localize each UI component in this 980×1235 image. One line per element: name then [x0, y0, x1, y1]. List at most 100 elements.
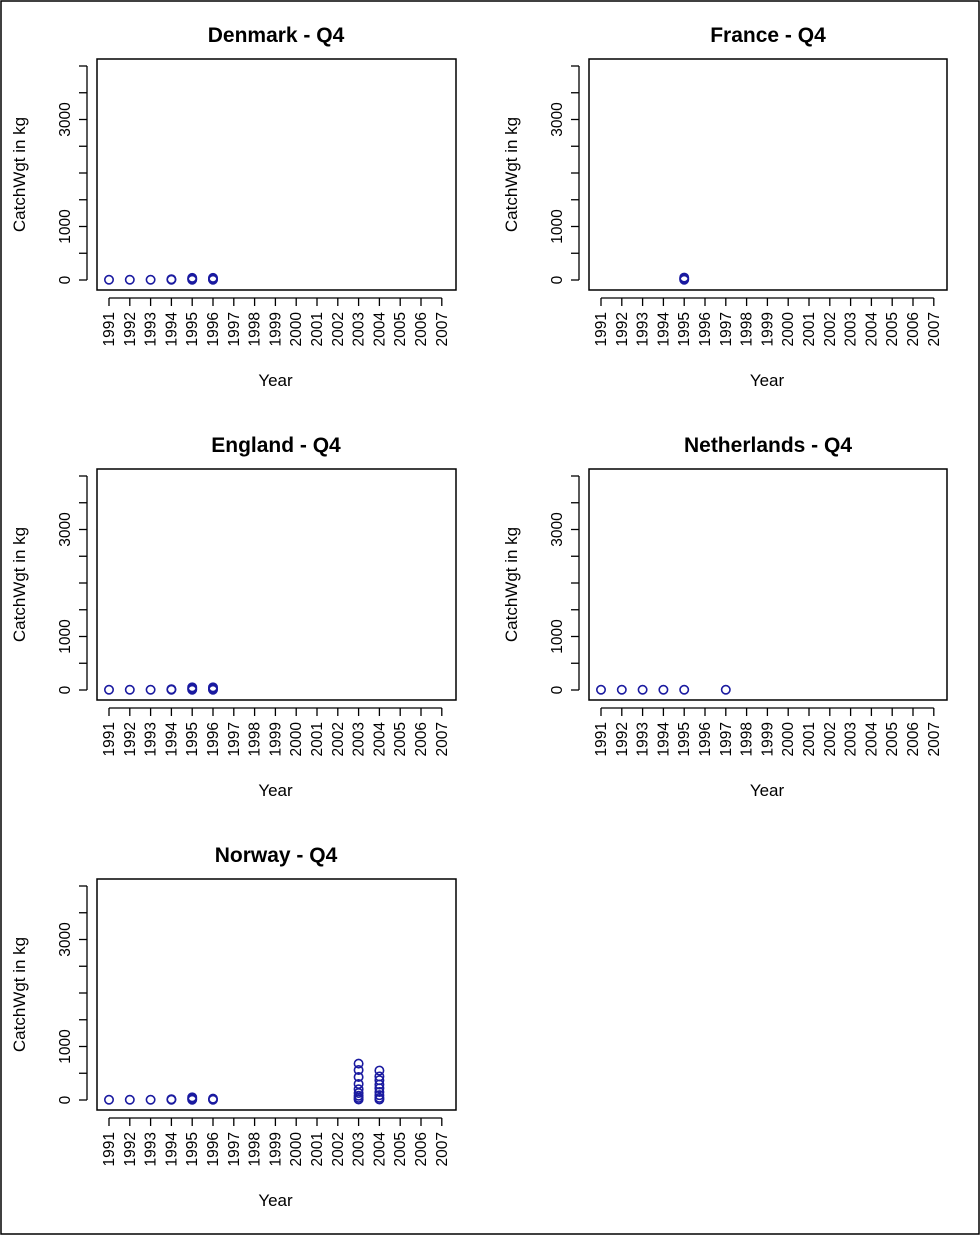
- x-tick-label: 1995: [676, 312, 693, 346]
- data-point: [374, 1071, 385, 1082]
- x-tick-label: 1991: [101, 1132, 118, 1166]
- chart-title: France - Q4: [710, 24, 826, 47]
- data-point: [353, 1071, 364, 1082]
- x-tick-label: 1992: [122, 312, 139, 346]
- y-tick-label: 0: [57, 275, 74, 284]
- data-point: [595, 684, 606, 695]
- x-tick-label: 2003: [351, 722, 368, 756]
- x-tick-label: 1999: [267, 312, 284, 346]
- data-point: [145, 274, 156, 285]
- x-tick-label: 1999: [267, 722, 284, 756]
- x-tick-label: 2004: [371, 722, 388, 757]
- data-point: [679, 684, 690, 695]
- x-tick-label: 2000: [288, 1132, 305, 1167]
- y-tick-label: 3000: [57, 922, 74, 957]
- x-tick-label: 2000: [780, 312, 797, 347]
- x-tick-label: 1991: [101, 722, 118, 756]
- chart-title: Denmark - Q4: [208, 24, 345, 47]
- x-tick-label: 2000: [780, 722, 797, 757]
- x-tick-label: 2004: [371, 312, 388, 347]
- x-tick-label: 2001: [801, 722, 818, 756]
- x-tick-label: 2005: [884, 722, 901, 756]
- x-tick-label: 2002: [822, 312, 839, 346]
- x-tick-label: 1997: [226, 312, 243, 346]
- x-axis-label: Year: [258, 371, 293, 390]
- data-point: [208, 272, 219, 283]
- x-tick-label: 1994: [163, 312, 180, 347]
- x-tick-label: 2007: [926, 312, 943, 346]
- y-tick-label: 3000: [57, 102, 74, 137]
- x-tick-label: 2004: [371, 1132, 388, 1167]
- x-tick-label: 2006: [413, 312, 430, 346]
- y-axis-label: CatchWgt in kg: [10, 527, 29, 642]
- y-tick-label: 3000: [57, 512, 74, 547]
- plot-area-frame: [588, 58, 948, 291]
- y-tick-label: 1000: [57, 619, 74, 654]
- x-tick-label: 1996: [205, 312, 222, 346]
- data-point: [104, 1094, 115, 1105]
- chart-title: Norway - Q4: [215, 844, 338, 867]
- x-tick-label: 1994: [163, 1132, 180, 1167]
- plot-area-frame: [96, 878, 457, 1111]
- x-tick-label: 1991: [593, 312, 610, 346]
- x-tick-label: 1999: [759, 722, 776, 756]
- data-point: [637, 684, 648, 695]
- data-point: [374, 1065, 385, 1076]
- x-tick-label: 2005: [884, 312, 901, 346]
- x-tick-label: 1992: [122, 722, 139, 756]
- x-tick-label: 1991: [101, 312, 118, 346]
- x-tick-label: 2000: [288, 722, 305, 757]
- x-tick-label: 2005: [392, 1132, 409, 1166]
- x-tick-label: 2007: [434, 312, 451, 346]
- y-tick-label: 0: [549, 275, 566, 284]
- x-tick-label: 1996: [205, 1132, 222, 1166]
- y-axis-label: CatchWgt in kg: [10, 937, 29, 1052]
- data-point: [679, 272, 690, 283]
- x-tick-label: 2003: [351, 1132, 368, 1166]
- x-tick-label: 1995: [184, 1132, 201, 1166]
- data-point: [353, 1084, 364, 1095]
- x-tick-label: 2001: [309, 1132, 326, 1166]
- y-tick-label: 3000: [549, 512, 566, 547]
- data-point: [124, 274, 135, 285]
- x-tick-label: 2003: [351, 312, 368, 346]
- y-tick-label: 1000: [57, 1029, 74, 1064]
- x-tick-label: 1999: [267, 1132, 284, 1166]
- data-point: [124, 684, 135, 695]
- x-tick-label: 2005: [392, 312, 409, 346]
- y-axis-label: CatchWgt in kg: [502, 527, 521, 642]
- x-tick-label: 1997: [718, 722, 735, 756]
- data-point: [374, 1090, 385, 1101]
- data-point: [353, 1078, 364, 1089]
- x-tick-label: 2001: [801, 312, 818, 346]
- chart-title: Netherlands - Q4: [684, 434, 852, 457]
- x-tick-label: 1998: [247, 722, 264, 756]
- x-tick-label: 2003: [843, 722, 860, 756]
- x-tick-label: 2004: [863, 722, 880, 757]
- x-tick-label: 1999: [759, 312, 776, 346]
- data-point: [166, 684, 177, 695]
- x-tick-label: 1992: [614, 312, 631, 346]
- x-tick-label: 2007: [434, 722, 451, 756]
- x-tick-label: 2007: [926, 722, 943, 756]
- x-tick-label: 2001: [309, 312, 326, 346]
- x-tick-label: 2006: [413, 722, 430, 756]
- x-tick-label: 1993: [143, 722, 160, 756]
- data-point: [187, 682, 198, 693]
- data-point: [187, 1092, 198, 1103]
- y-axis-label: CatchWgt in kg: [502, 117, 521, 232]
- x-tick-label: 1998: [739, 312, 756, 346]
- x-tick-label: 2000: [288, 312, 305, 347]
- x-tick-label: 1993: [143, 1132, 160, 1166]
- x-axis-label: Year: [258, 781, 293, 800]
- data-point: [720, 684, 731, 695]
- plot-area-frame: [588, 468, 948, 701]
- x-tick-label: 1993: [143, 312, 160, 346]
- x-tick-label: 2006: [905, 312, 922, 346]
- x-axis-label: Year: [258, 1191, 293, 1210]
